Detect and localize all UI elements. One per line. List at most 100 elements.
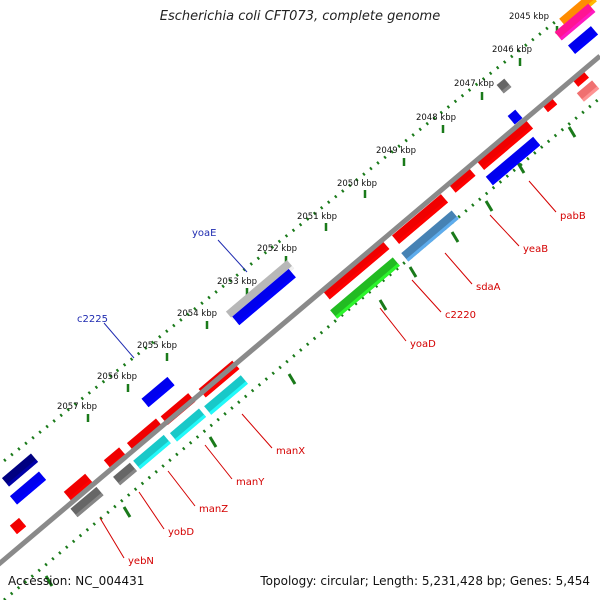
gene-leader-line (167, 470, 196, 507)
feature-red-a (571, 69, 589, 87)
feature-manz-r-body (126, 418, 164, 452)
tick-label: 2052 kbp (257, 244, 297, 254)
feature-yoad (330, 257, 400, 319)
feature-pink-inner-body (576, 80, 600, 102)
inner-major-tick (516, 162, 526, 174)
inner-major-tick (122, 506, 132, 518)
feature-pink (554, 3, 596, 41)
feature-red-a-highlight (576, 75, 589, 87)
feature-yebn-body (70, 486, 104, 518)
feature-blue-left (9, 471, 47, 505)
gene-leader-line (411, 279, 442, 313)
feature-pabb-body (485, 136, 541, 186)
feature-pabb (485, 136, 541, 186)
feature-navy-left (1, 453, 39, 487)
tick-label: 2057 kbp (57, 402, 97, 412)
feature-red-e-body (63, 473, 93, 501)
feature-c2220-highlight (327, 246, 390, 300)
inner-major-tick (378, 299, 388, 311)
feature-pink-inner (576, 80, 600, 102)
feature-yobd (113, 462, 137, 486)
tick-label: 2047 kbp (454, 79, 494, 89)
feature-yoad-highlight (335, 263, 400, 319)
feature-yoae-body (225, 259, 295, 321)
feature-yobd-body (113, 462, 137, 486)
feature-red-bottom (9, 517, 27, 535)
feature-grey-small-highlight (501, 84, 512, 94)
gene-leader-line (489, 214, 520, 247)
tick-label: 2053 kbp (217, 277, 257, 287)
gene-label-yoad: yoaD (410, 339, 436, 350)
tick-label: 2048 kbp (416, 113, 456, 123)
gene-label-sdaa: sdaA (476, 282, 501, 293)
inner-major-tick (208, 436, 218, 448)
feature-grey-small (496, 78, 512, 94)
feature-red-c-body (448, 167, 476, 193)
feature-sdaa (392, 194, 448, 244)
tick-label: 2054 kbp (177, 309, 217, 319)
feature-many-highlight (174, 414, 207, 442)
feature-red-bottom-body (9, 517, 27, 535)
feature-manz-highlight (138, 440, 171, 470)
inner-major-tick (450, 231, 460, 243)
gene-leader-line (103, 322, 135, 359)
feature-red-e-highlight (68, 479, 93, 501)
genome-backbone (0, 54, 600, 567)
gene-leader-line (217, 239, 248, 273)
feature-navy-left-highlight (6, 459, 39, 487)
label-layer: pabB yeaB sdaA c2220 yoaD manX manY manZ yobD yeb… (77, 180, 586, 567)
feature-yebn-highlight (75, 492, 104, 518)
tick-label: 2056 kbp (97, 372, 137, 382)
feature-yebn (70, 486, 104, 518)
gene-leader-line (204, 444, 233, 480)
feature-navy-left-body (1, 453, 39, 487)
gene-label-yebn: yebN (128, 556, 154, 567)
feature-pink-body (554, 3, 596, 41)
feature-blue-left-highlight (14, 477, 47, 505)
feature-blue-yoad-body (232, 268, 296, 326)
feature-red-a-body (571, 69, 589, 87)
tick-layer: 2045 kbp 2046 kbp 2047 kbp 2048 kbp 2049 kbp… (0, 12, 600, 600)
feature-steel-body (401, 210, 459, 262)
feature-many (169, 408, 207, 442)
feature-blue-top (567, 26, 599, 54)
gene-leader-line (379, 307, 407, 342)
inner-major-tick (44, 575, 54, 587)
feature-blue-left-body (9, 471, 47, 505)
feature-red-b-highlight (545, 101, 558, 113)
feature-sdaa-body (392, 194, 448, 244)
gene-leader-line (241, 413, 273, 449)
tick-label: 2049 kbp (376, 146, 416, 156)
tick-label: 2046 kbp (492, 45, 532, 55)
inner-major-tick (567, 126, 577, 138)
feature-steel (401, 210, 459, 262)
feature-blue-top-highlight (573, 32, 599, 54)
gene-label-yeab: yeaB (523, 244, 548, 255)
feature-c2220 (322, 240, 390, 300)
feature-yeab-body (477, 120, 533, 170)
feature-blue-yoad (232, 268, 296, 326)
feature-pabb-highlight (490, 142, 541, 186)
feature-yeab-highlight (482, 126, 533, 170)
gene-label-pabb: pabB (560, 211, 586, 222)
feature-red-e (63, 473, 93, 501)
gene-label-c2220: c2220 (445, 310, 476, 321)
feature-manz (133, 434, 171, 470)
feature-c2225-highlight (146, 382, 175, 408)
feature-blue-small-highlight (512, 115, 523, 125)
summary-text: Topology: circular; Length: 5,231,428 bp… (260, 574, 590, 588)
feature-yobd-highlight (118, 468, 137, 486)
feature-manx (204, 375, 248, 415)
gene-leader-line (138, 491, 165, 530)
feature-pink-inner-highlight (581, 86, 600, 102)
gene-label-c2225: c2225 (77, 314, 108, 325)
gene-leader-line (444, 252, 473, 285)
tick-label: 2055 kbp (137, 341, 177, 351)
feature-red-c-highlight (453, 173, 476, 193)
feature-manz-body (133, 434, 171, 470)
feature-blue-top-body (567, 26, 599, 54)
gene-leader-line (528, 180, 557, 213)
feature-steel-highlight (406, 216, 459, 262)
